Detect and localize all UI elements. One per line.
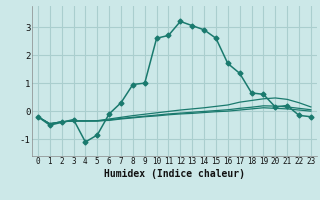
X-axis label: Humidex (Indice chaleur): Humidex (Indice chaleur) [104, 169, 245, 179]
